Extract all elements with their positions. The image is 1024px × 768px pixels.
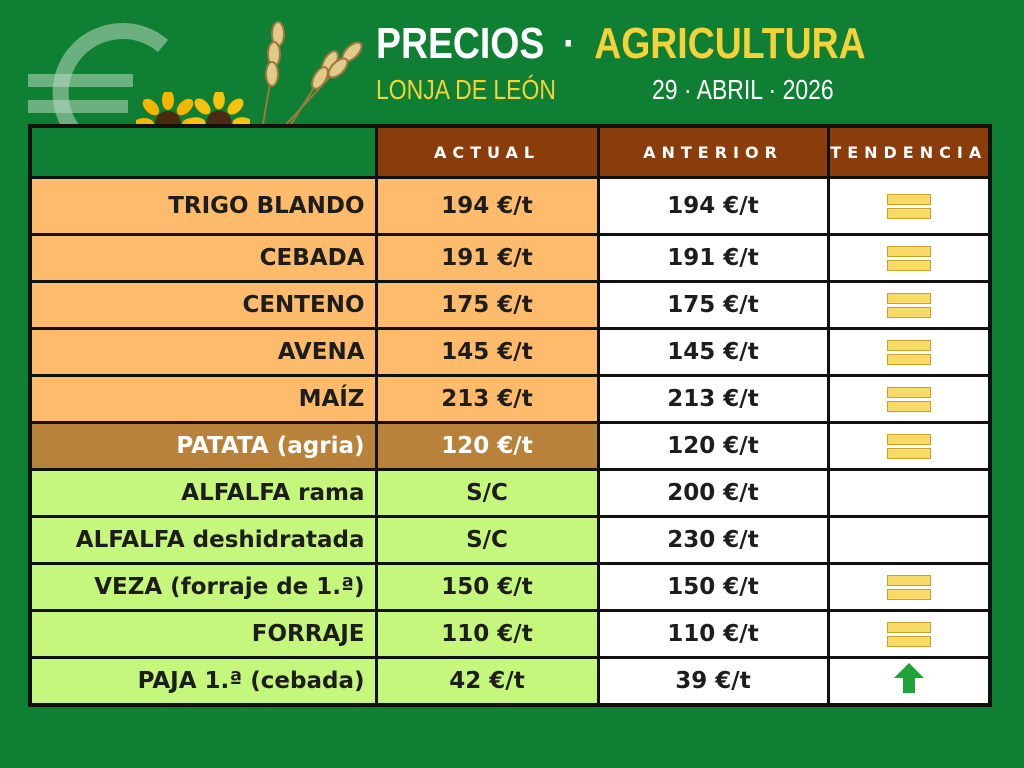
equal-trend-icon: [886, 290, 931, 321]
equal-trend-icon: [886, 337, 931, 368]
product-name: CEBADA: [28, 233, 378, 283]
trend-cell: [826, 280, 992, 330]
price-anterior: 120 €/t: [596, 421, 830, 471]
price-actual: 191 €/t: [374, 233, 600, 283]
price-anterior: 150 €/t: [596, 562, 830, 612]
table-row: VEZA (forraje de 1.ª) 150 €/t 150 €/t: [28, 562, 992, 612]
table-row: TRIGO BLANDO 194 €/t 194 €/t: [28, 176, 992, 236]
price-actual: S/C: [374, 468, 600, 518]
trend-cell: [826, 233, 992, 283]
price-anterior: 213 €/t: [596, 374, 830, 424]
title-agricultura: AGRICULTURA: [594, 19, 866, 68]
price-actual: 213 €/t: [374, 374, 600, 424]
column-header-tendencia: TENDENCIA: [826, 124, 992, 179]
table-row: PAJA 1.ª (cebada) 42 €/t 39 €/t: [28, 656, 992, 707]
price-anterior: 191 €/t: [596, 233, 830, 283]
product-name: MAÍZ: [28, 374, 378, 424]
product-name: TRIGO BLANDO: [28, 176, 378, 236]
trend-cell: [826, 468, 992, 518]
price-table: ACTUAL ANTERIOR TENDENCIA TRIGO BLANDO 19…: [28, 124, 992, 707]
product-name: ALFALFA rama: [28, 468, 378, 518]
trend-cell: [826, 562, 992, 612]
trend-cell: [826, 374, 992, 424]
product-name: PAJA 1.ª (cebada): [28, 656, 378, 707]
column-header-anterior: ANTERIOR: [596, 124, 830, 179]
table-row: CENTENO 175 €/t 175 €/t: [28, 280, 992, 330]
table-row: ALFALFA deshidratada S/C 230 €/t: [28, 515, 992, 565]
price-anterior: 200 €/t: [596, 468, 830, 518]
price-date: 29 · ABRIL · 2026: [652, 74, 834, 105]
price-anterior: 194 €/t: [596, 176, 830, 236]
price-actual: 175 €/t: [374, 280, 600, 330]
table-header-row: ACTUAL ANTERIOR TENDENCIA: [28, 124, 992, 179]
price-actual: 150 €/t: [374, 562, 600, 612]
header: PRECIOS · AGRICULTURA LONJA DE LEÓN 29 ·…: [0, 0, 1024, 163]
price-actual: 42 €/t: [374, 656, 600, 707]
product-name: PATATA (agria): [28, 421, 378, 471]
product-name: AVENA: [28, 327, 378, 377]
equal-trend-icon: [886, 431, 931, 462]
price-actual: 145 €/t: [374, 327, 600, 377]
price-anterior: 175 €/t: [596, 280, 830, 330]
table-row: MAÍZ 213 €/t 213 €/t: [28, 374, 992, 424]
price-actual: S/C: [374, 515, 600, 565]
column-header-actual: ACTUAL: [374, 124, 600, 179]
page-title: PRECIOS · AGRICULTURA: [376, 18, 866, 70]
equal-trend-icon: [886, 572, 931, 603]
trend-cell: [826, 515, 992, 565]
title-precios: PRECIOS: [376, 19, 545, 68]
table-row: CEBADA 191 €/t 191 €/t: [28, 233, 992, 283]
market-name: LONJA DE LEÓN: [376, 74, 556, 105]
product-name: VEZA (forraje de 1.ª): [28, 562, 378, 612]
trend-cell: [826, 176, 992, 236]
price-anterior: 145 €/t: [596, 327, 830, 377]
equal-trend-icon: [886, 619, 931, 650]
table-row: ALFALFA rama S/C 200 €/t: [28, 468, 992, 518]
trend-cell: [826, 421, 992, 471]
price-actual: 120 €/t: [374, 421, 600, 471]
price-anterior: 110 €/t: [596, 609, 830, 659]
equal-trend-icon: [886, 384, 931, 415]
trend-cell: [826, 656, 992, 707]
table-row: PATATA (agria) 120 €/t 120 €/t: [28, 421, 992, 471]
equal-trend-icon: [886, 191, 931, 222]
product-name: FORRAJE: [28, 609, 378, 659]
equal-trend-icon: [886, 243, 931, 274]
price-anterior: 230 €/t: [596, 515, 830, 565]
trend-cell: [826, 609, 992, 659]
product-name: CENTENO: [28, 280, 378, 330]
table-row: AVENA 145 €/t 145 €/t: [28, 327, 992, 377]
header-corner: [28, 124, 378, 179]
table-row: FORRAJE 110 €/t 110 €/t: [28, 609, 992, 659]
price-anterior: 39 €/t: [596, 656, 830, 707]
trend-cell: [826, 327, 992, 377]
price-actual: 110 €/t: [374, 609, 600, 659]
title-separator: ·: [563, 19, 576, 68]
product-name: ALFALFA deshidratada: [28, 515, 378, 565]
up-arrow-icon: [892, 661, 926, 701]
price-actual: 194 €/t: [374, 176, 600, 236]
